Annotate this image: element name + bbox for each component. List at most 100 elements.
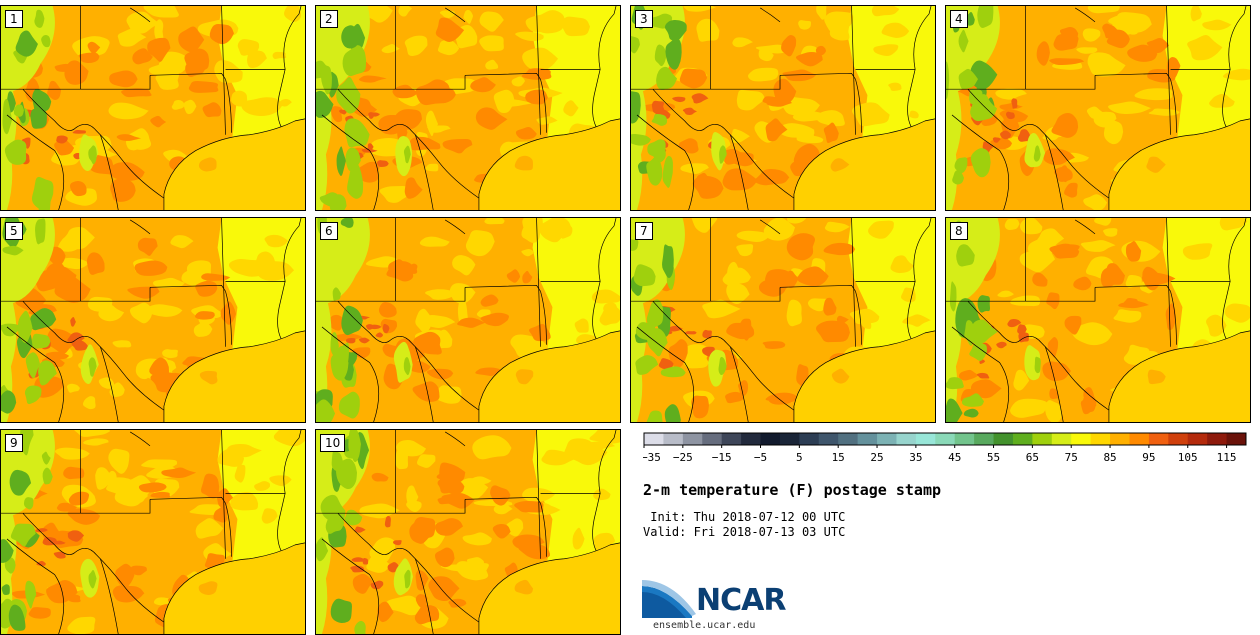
field-patch-hot xyxy=(522,270,533,284)
field-patch-cool xyxy=(977,6,994,28)
field-patch-yellow xyxy=(479,35,504,52)
field-patch-yellow xyxy=(871,6,900,17)
state-border xyxy=(913,6,932,70)
field-patch-yellow xyxy=(1187,35,1223,61)
field-patch-yellow xyxy=(829,21,850,41)
field-patch-hot xyxy=(412,381,440,402)
field-patch-hot xyxy=(78,52,100,63)
colorbar-tick-label: −15 xyxy=(712,451,732,464)
colorbar-tick-label: 75 xyxy=(1065,451,1078,464)
colorbar-bin xyxy=(935,433,956,445)
field-patch-hot xyxy=(404,177,423,199)
field-patch-hottest xyxy=(358,337,370,344)
valid-time: Valid: Fri 2018-07-13 03 UTC xyxy=(643,525,846,539)
field-patch-yellow xyxy=(1080,240,1116,252)
field-patch-hottest xyxy=(375,332,384,338)
field-patch-yellow xyxy=(105,470,118,492)
field-patch-hot xyxy=(161,467,197,479)
state-border xyxy=(540,69,601,127)
field-patch-yellow xyxy=(763,218,796,241)
field-patch-yellow xyxy=(117,28,147,47)
field-patch-hottest xyxy=(368,112,375,119)
big-bend-cool-core xyxy=(404,569,411,589)
field-patch-yellow xyxy=(463,9,474,24)
gulf-coastline xyxy=(793,118,935,210)
temperature-map xyxy=(1,6,305,210)
field-patch-hot xyxy=(150,491,171,498)
field-patch-cool xyxy=(647,139,666,163)
field-patch-yellow xyxy=(155,72,180,90)
state-border xyxy=(1170,79,1177,133)
field-patch-cool xyxy=(977,295,991,313)
colorbar-bin xyxy=(877,433,897,445)
state-border xyxy=(540,291,547,345)
rio-grande-border xyxy=(652,300,795,411)
field-patch-hottest xyxy=(35,528,48,533)
field-patch-hot xyxy=(67,508,101,525)
field-patch-hot xyxy=(409,521,432,544)
state-border xyxy=(1166,6,1171,135)
field-patch-hot xyxy=(1141,272,1176,286)
field-patch-yellow xyxy=(135,361,150,380)
field-patch-hot xyxy=(1064,315,1082,335)
field-patch-hot xyxy=(127,565,147,576)
field-patch-yellow xyxy=(214,60,243,83)
field-patch-yellow xyxy=(83,438,109,446)
big-bend-cool-core xyxy=(718,356,727,375)
mexico-state-border xyxy=(636,114,695,210)
field-patch-cool xyxy=(963,408,979,418)
state-border xyxy=(855,281,916,339)
field-patch-cool xyxy=(316,399,336,422)
state-border xyxy=(1,499,151,514)
field-patch-hot xyxy=(68,491,90,506)
state-border xyxy=(1095,72,1171,80)
field-patch-yellow xyxy=(406,485,419,506)
field-patch-hot xyxy=(506,269,521,283)
field-patch-hot xyxy=(439,462,466,485)
field-patch-hot xyxy=(109,162,145,181)
field-patch-hot xyxy=(668,339,688,368)
field-patch-hottest xyxy=(21,137,31,149)
field-patch-hottest xyxy=(1011,98,1018,109)
field-patch-hot xyxy=(1165,303,1176,331)
field-patch-cool xyxy=(35,218,46,245)
state-border xyxy=(540,493,601,551)
field-patch-cool xyxy=(946,377,964,390)
colorbar-bin xyxy=(974,433,995,445)
state-border xyxy=(598,6,617,70)
field-patch-hottest xyxy=(392,540,402,546)
field-patch-yellow xyxy=(170,235,194,249)
field-patch-hottest xyxy=(651,100,665,114)
gulf-warm-patch xyxy=(1147,369,1166,385)
field-patch-hot xyxy=(457,317,486,328)
ncar-logo-mark xyxy=(642,578,802,622)
gulf-coastline xyxy=(163,330,305,422)
field-patch-yellow xyxy=(1108,15,1128,25)
field-patch-yellow xyxy=(148,63,182,76)
mexico-state-border xyxy=(415,346,434,422)
field-patch-yellow xyxy=(440,564,480,572)
field-patch-hot xyxy=(388,259,408,276)
field-patch-yellow xyxy=(1113,309,1142,323)
field-patch-yellow xyxy=(525,227,538,242)
field-patch-yellow xyxy=(152,277,185,288)
mexico-state-border xyxy=(1045,134,1064,210)
state-border xyxy=(129,7,151,23)
field-patch-yellow xyxy=(1219,218,1248,231)
field-patch-hot xyxy=(515,127,537,140)
field-patch-cool xyxy=(969,343,987,361)
field-patch-cool xyxy=(13,104,24,117)
west-cool-region xyxy=(1,218,55,422)
colorbar-bin xyxy=(896,433,917,445)
field-patch-hot xyxy=(823,297,837,316)
field-patch-hot xyxy=(69,180,87,197)
field-patch-yellow xyxy=(747,67,779,82)
figure-title: 2-m temperature (F) postage stamp xyxy=(643,481,942,499)
field-patch-hot xyxy=(147,37,171,62)
temperature-map xyxy=(631,6,935,210)
gulf-coastline xyxy=(478,330,620,422)
mexico-state-border xyxy=(6,114,65,210)
state-border xyxy=(780,72,856,80)
member-panel-5: 5 xyxy=(0,217,306,423)
field-patch-hot xyxy=(371,472,389,482)
